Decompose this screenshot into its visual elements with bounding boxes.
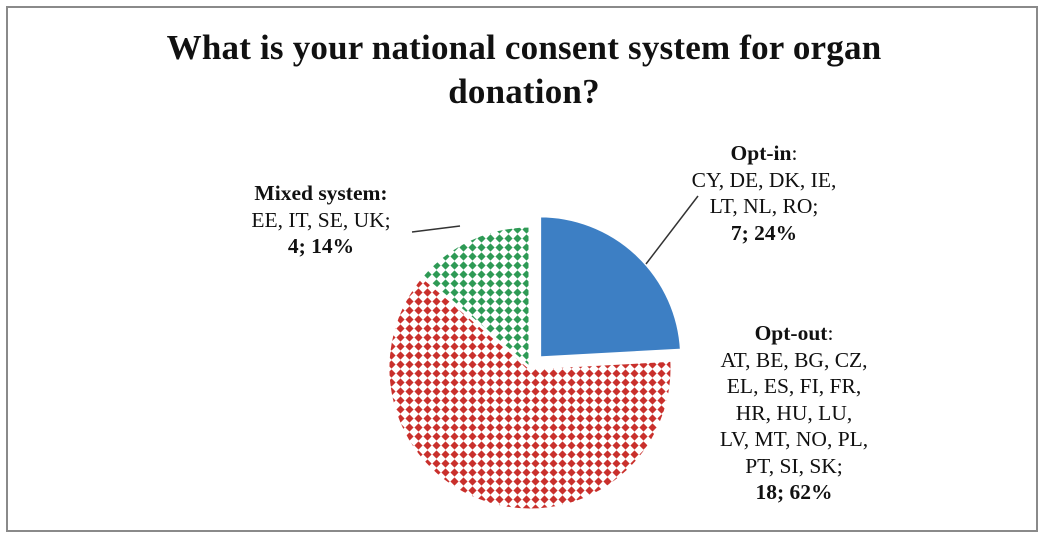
opt-in-label: Opt-in: CY, DE, DK, IE, LT, NL, RO; 7; 2… bbox=[648, 140, 880, 246]
mixed-system-label: Mixed system: EE, IT, SE, UK; 4; 14% bbox=[212, 180, 430, 260]
opt-out-countries-line-5: PT, SI, SK; bbox=[745, 453, 843, 478]
pie-slices bbox=[386, 214, 684, 512]
pie-slice-mixed-system bbox=[419, 224, 532, 372]
opt-out-countries-line-3: HR, HU, LU, bbox=[735, 400, 853, 425]
opt-in-separator: : bbox=[791, 141, 798, 165]
opt-in-value: 7; 24% bbox=[730, 220, 798, 245]
mixed-system-heading: Mixed system: bbox=[254, 181, 388, 205]
opt-out-separator: : bbox=[827, 321, 834, 345]
opt-out-countries-line-4: LV, MT, NO, PL, bbox=[719, 427, 869, 451]
pie-slice-opt-in bbox=[538, 214, 684, 360]
chart-title-line-2: donation? bbox=[448, 72, 600, 111]
mixed-system-value: 4; 14% bbox=[287, 234, 355, 258]
chart-title: What is your national consent system for… bbox=[0, 26, 1048, 114]
opt-in-countries-line-1: CY, DE, DK, IE, bbox=[691, 167, 837, 192]
opt-in-heading: Opt-in bbox=[730, 141, 792, 165]
opt-out-heading: Opt-out bbox=[754, 321, 828, 345]
opt-in-countries-line-2: LT, NL, RO; bbox=[709, 194, 819, 218]
opt-in-leader-line bbox=[645, 195, 699, 265]
opt-out-countries-line-1: AT, BE, BG, CZ, bbox=[720, 347, 868, 372]
opt-out-value: 18; 62% bbox=[755, 480, 833, 504]
mixed-system-countries-line-1: EE, IT, SE, UK; bbox=[251, 207, 391, 232]
leader-lines bbox=[411, 195, 699, 265]
mixed-system-leader-line bbox=[411, 225, 461, 233]
opt-out-countries-line-2: EL, ES, FI, FR, bbox=[726, 374, 862, 398]
chart-title-line-1: What is your national consent system for… bbox=[166, 28, 882, 67]
pie-slice-opt-out bbox=[386, 273, 674, 512]
opt-out-label: Opt-out: AT, BE, BG, CZ, EL, ES, FI, FR,… bbox=[672, 320, 916, 506]
